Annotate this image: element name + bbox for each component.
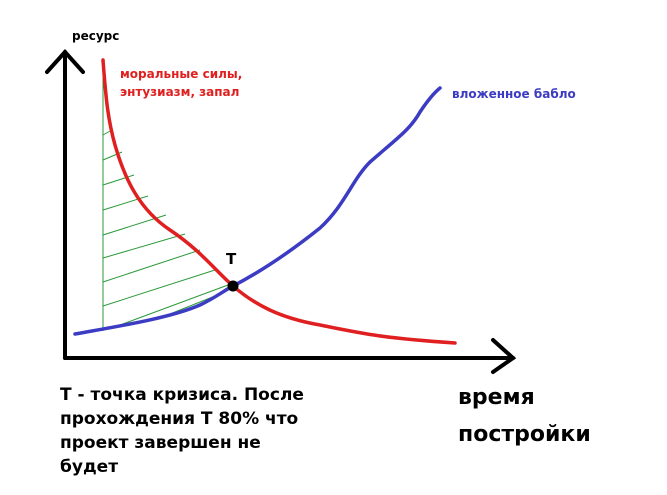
morale-curve (101, 58, 457, 345)
money-curve (73, 86, 442, 336)
crisis-point (227, 280, 239, 292)
x-axis-label: постройки (458, 422, 591, 447)
caption-line: Т - точка кризиса. После (60, 385, 304, 405)
caption-line: проект завершен не (60, 433, 261, 453)
morale-label: моральные силы, (120, 67, 242, 81)
morale-label: энтузиазм, запал (120, 85, 239, 99)
x-axis-label: время (458, 385, 535, 410)
caption-line: прохождения Т 80% что (60, 409, 298, 429)
money-label: вложенное бабло (452, 87, 576, 101)
caption-line: будет (60, 457, 118, 477)
point-label: T (226, 250, 237, 268)
axes (45, 49, 517, 374)
hatching (102, 62, 229, 331)
y-axis-label: ресурс (72, 29, 119, 43)
